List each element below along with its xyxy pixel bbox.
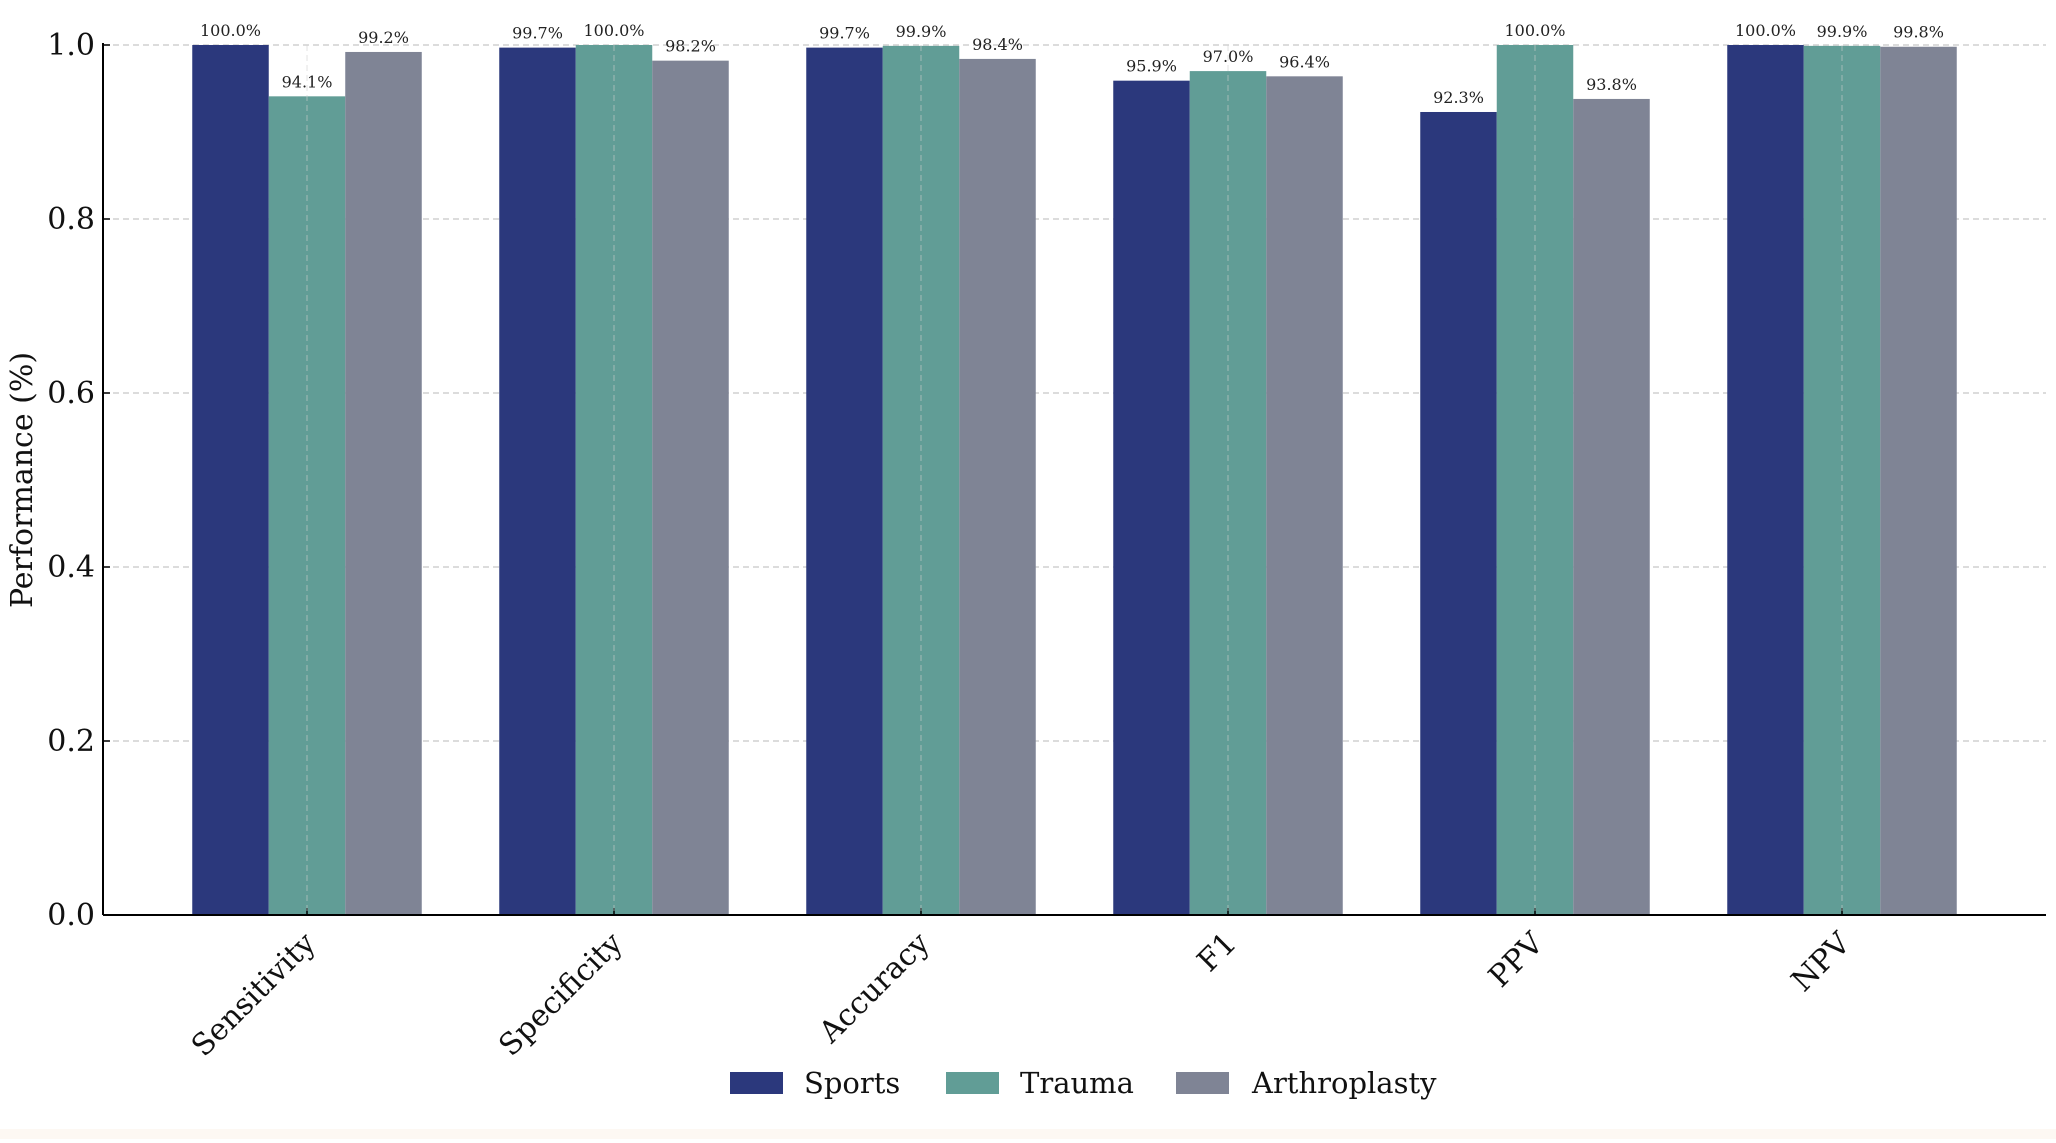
x-tick-label: F1: [1191, 926, 1244, 979]
y-tick-label: 0.0: [47, 898, 95, 933]
x-tick-label: Sensitivity: [185, 926, 323, 1064]
data-label: 100.0%: [583, 21, 644, 40]
y-tick-label: 0.8: [47, 202, 95, 237]
data-label: 92.3%: [1433, 88, 1484, 107]
x-tick-label: PPV: [1482, 925, 1552, 995]
bar-sports-specificity: [499, 47, 576, 916]
data-labels: 100.0% 94.1% 99.2% 99.7% 100.0% 98.2% 99.7% 99.…: [200, 21, 1944, 915]
data-label: 99.9%: [1817, 22, 1868, 41]
bar-sports-f1: [1113, 80, 1190, 916]
bars: [192, 45, 1957, 916]
bar-arthroplasty-ppv: [1573, 98, 1650, 915]
data-label: 93.8%: [1586, 75, 1637, 94]
data-label: 96.4%: [1279, 52, 1330, 71]
bar-sports-sensitivity: [192, 45, 269, 915]
x-tick-label: Specificity: [492, 926, 629, 1063]
bar-trauma-f1: [1189, 71, 1267, 916]
legend-swatch-arthroplasty: [1176, 1072, 1229, 1094]
data-label: 98.4%: [972, 35, 1023, 54]
y-tick-label: 1.0: [47, 28, 95, 63]
data-label: 99.8%: [1893, 23, 1944, 42]
data-label: 95.9%: [1126, 57, 1177, 76]
data-label: 99.2%: [358, 28, 409, 47]
bar-arthroplasty-npv: [1880, 46, 1957, 916]
x-tick-label: NPV: [1785, 925, 1859, 999]
data-label: 98.2%: [665, 37, 716, 56]
legend-label-trauma: Trauma: [1020, 1066, 1134, 1100]
legend-label-sports: Sports: [804, 1066, 900, 1100]
data-label: 99.7%: [512, 24, 563, 43]
bar-arthroplasty-f1: [1266, 76, 1343, 915]
data-label: 100.0%: [1504, 21, 1565, 40]
data-label: 99.9%: [896, 22, 947, 41]
grid-lines: [103, 44, 2046, 742]
bar-arthroplasty-sensitivity: [345, 51, 422, 915]
data-label: 99.7%: [819, 24, 870, 43]
y-axis-label: Performance (%): [5, 352, 40, 608]
y-tick-label: 0.4: [47, 550, 95, 585]
legend-label-arthroplasty: Arthroplasty: [1251, 1066, 1437, 1100]
bar-arthroplasty-specificity: [652, 60, 729, 916]
bar-sports-npv: [1727, 45, 1804, 915]
legend-swatch-trauma: [946, 1072, 999, 1094]
data-label: 94.1%: [282, 72, 333, 91]
legend-swatch-sports: [730, 1072, 783, 1094]
data-label: 100.0%: [200, 21, 261, 40]
y-tick-label: 0.2: [47, 724, 95, 759]
legend: Sports Trauma Arthroplasty: [730, 1066, 1437, 1100]
bar-sports-ppv: [1420, 111, 1497, 916]
data-label: 100.0%: [1735, 21, 1796, 40]
bar-arthroplasty-accuracy: [959, 58, 1036, 916]
x-tick-label: Accuracy: [812, 926, 937, 1051]
y-tick-label: 0.6: [47, 376, 95, 411]
bar-sports-accuracy: [806, 47, 883, 916]
bottom-strip: [0, 1129, 2056, 1139]
